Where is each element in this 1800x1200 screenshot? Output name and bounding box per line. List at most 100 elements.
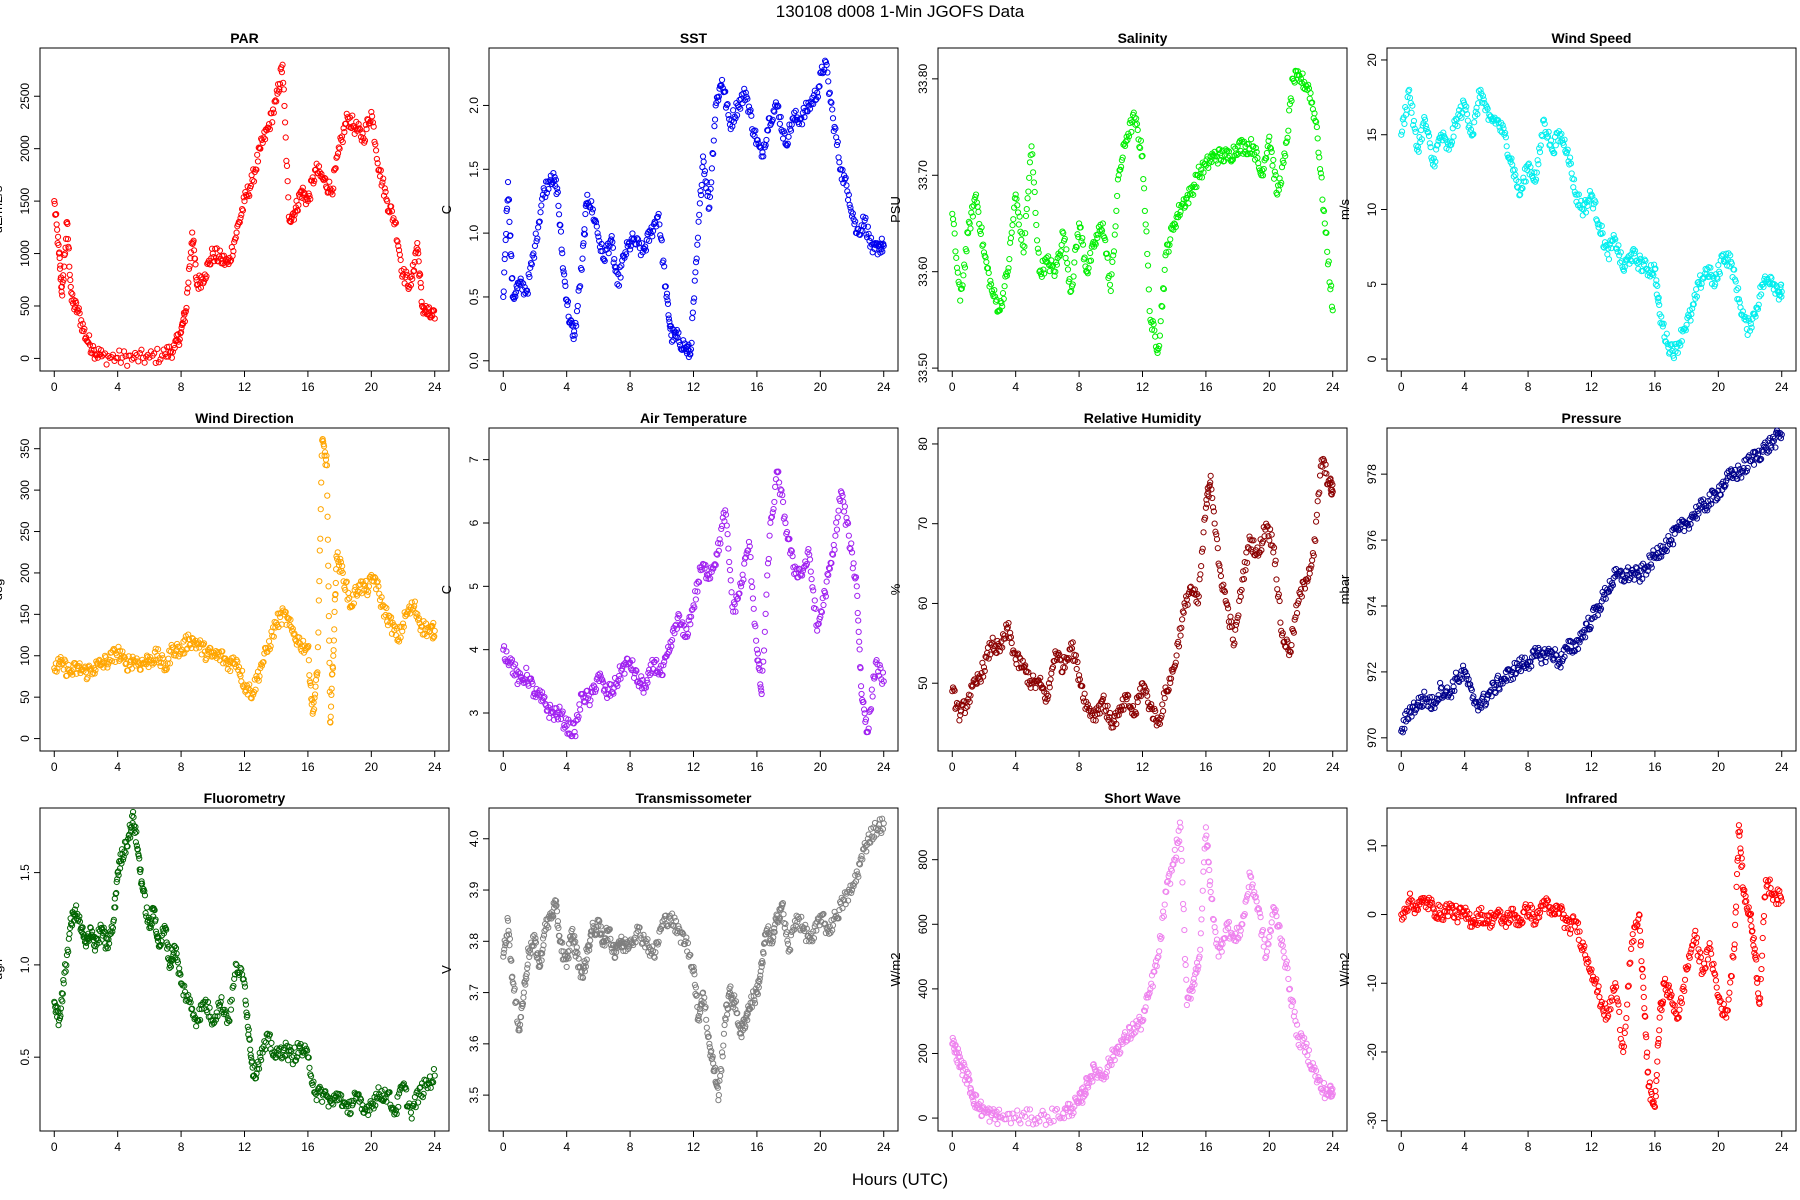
salinity-point bbox=[1326, 279, 1333, 286]
par-point bbox=[375, 167, 382, 174]
air_temperature-point bbox=[868, 686, 875, 693]
wind_speed-ytick-label: 0 bbox=[1365, 355, 1379, 362]
sst-point bbox=[785, 133, 792, 140]
salinity-point bbox=[1196, 174, 1203, 181]
sst-point bbox=[737, 105, 744, 112]
salinity-point bbox=[1228, 158, 1235, 165]
salinity-point bbox=[1253, 148, 1260, 156]
salinity-point bbox=[1061, 235, 1068, 242]
par-point bbox=[330, 185, 337, 192]
par-point bbox=[241, 198, 248, 205]
par-point bbox=[177, 329, 185, 336]
relative_humidity-point bbox=[1288, 642, 1295, 649]
salinity-point bbox=[1325, 258, 1332, 265]
sst-point bbox=[505, 196, 513, 203]
wind_direction-point bbox=[327, 713, 334, 720]
sst-point bbox=[633, 235, 641, 242]
par-point bbox=[249, 177, 256, 184]
transmissometer-xtick-label: 8 bbox=[627, 1140, 634, 1154]
wind_speed-point bbox=[1595, 224, 1602, 231]
sst-point bbox=[708, 179, 715, 186]
sst-point bbox=[814, 89, 821, 96]
wind_speed-point bbox=[1463, 110, 1471, 118]
wind_speed-point bbox=[1755, 301, 1762, 308]
sst-point bbox=[685, 341, 692, 348]
salinity-xtick-label: 4 bbox=[1012, 380, 1019, 394]
par-point bbox=[51, 200, 58, 207]
sst-point bbox=[829, 106, 836, 113]
fluorometry-point bbox=[61, 969, 68, 976]
sst-point bbox=[526, 273, 533, 281]
sst-point bbox=[507, 232, 514, 239]
wind_speed-title: Wind Speed bbox=[1552, 30, 1632, 46]
par-point bbox=[319, 175, 327, 183]
sst-point bbox=[623, 251, 630, 258]
wind_speed-point bbox=[1706, 273, 1713, 280]
wind_speed-point bbox=[1586, 187, 1594, 195]
par-point bbox=[57, 262, 64, 269]
par-point bbox=[67, 283, 74, 291]
wind_speed-point bbox=[1450, 133, 1457, 140]
sst-point bbox=[512, 293, 519, 300]
salinity-point bbox=[1280, 159, 1287, 167]
wind_speed-point bbox=[1732, 278, 1739, 285]
sst-point bbox=[776, 120, 783, 127]
relative_humidity-xtick-label: 20 bbox=[1263, 760, 1277, 774]
par-point bbox=[417, 271, 424, 278]
sst-xtick-label: 8 bbox=[627, 380, 634, 394]
wind_speed-point bbox=[1652, 281, 1659, 288]
air_temperature-point bbox=[726, 558, 733, 566]
salinity-point bbox=[978, 224, 985, 231]
sst-point bbox=[792, 107, 799, 115]
salinity-point bbox=[1131, 114, 1138, 121]
sst-point bbox=[656, 221, 663, 228]
par-point bbox=[349, 112, 356, 119]
fluorometry-point bbox=[241, 983, 249, 990]
par-point bbox=[209, 250, 216, 257]
salinity-point bbox=[1071, 259, 1078, 266]
sst-point bbox=[823, 61, 830, 68]
salinity-point bbox=[1299, 70, 1306, 77]
wind_speed-point bbox=[1654, 282, 1661, 289]
salinity-point bbox=[1160, 285, 1167, 292]
wind_speed-point bbox=[1745, 315, 1752, 322]
wind_speed-point bbox=[1667, 342, 1674, 349]
par-point bbox=[381, 185, 388, 192]
wind_speed-point bbox=[1697, 284, 1704, 291]
sst-point bbox=[570, 335, 577, 343]
wind_speed-point bbox=[1690, 301, 1697, 308]
transmissometer-xtick-label: 16 bbox=[750, 1140, 764, 1154]
fluorometry-point bbox=[306, 1064, 313, 1071]
wind_direction-point bbox=[331, 608, 338, 615]
sst-xtick-label: 20 bbox=[814, 380, 828, 394]
par-point bbox=[192, 261, 199, 268]
salinity-point bbox=[975, 208, 982, 215]
sst-point bbox=[664, 297, 671, 304]
wind_speed-point bbox=[1558, 130, 1565, 137]
sst-point bbox=[595, 233, 602, 240]
sst-point bbox=[687, 346, 695, 353]
salinity-point bbox=[1081, 254, 1088, 261]
par-point bbox=[78, 317, 85, 324]
salinity-point bbox=[1106, 281, 1114, 288]
salinity-point bbox=[1035, 249, 1042, 256]
par-point bbox=[285, 194, 292, 201]
sst-point bbox=[782, 140, 789, 147]
salinity-point bbox=[1297, 78, 1304, 85]
par-point bbox=[373, 155, 380, 163]
fluorometry-ytick-label: 0.5 bbox=[18, 1049, 32, 1066]
air_temperature-point bbox=[855, 628, 862, 635]
salinity-point bbox=[1095, 231, 1102, 238]
wind_speed-point bbox=[1409, 102, 1416, 109]
wind_speed-point bbox=[1425, 132, 1433, 140]
wind_direction-point bbox=[315, 597, 322, 604]
sst-point bbox=[784, 140, 791, 147]
sst-point bbox=[733, 112, 741, 119]
pressure-ytick-label: 976 bbox=[1365, 530, 1379, 550]
par-point bbox=[309, 174, 316, 181]
sst-point bbox=[737, 95, 745, 103]
relative_humidity-xtick-label: 12 bbox=[1136, 760, 1150, 774]
salinity-point bbox=[1117, 166, 1124, 173]
sst-point bbox=[712, 102, 719, 109]
